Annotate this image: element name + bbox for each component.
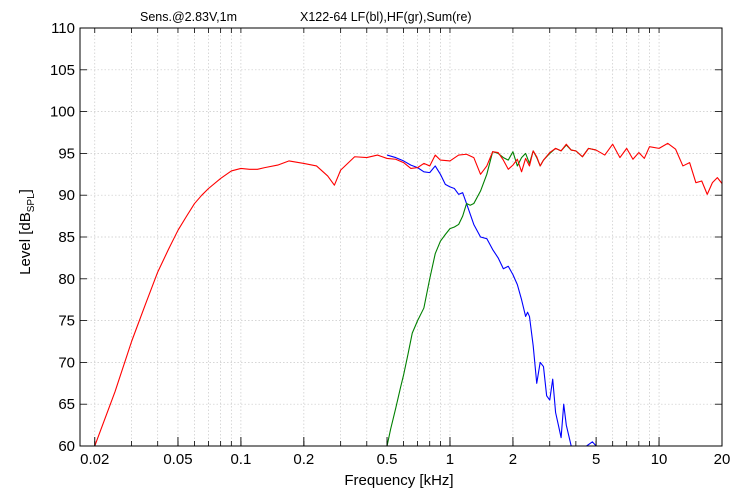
axis-ticks	[80, 27, 723, 447]
x-tick-label: 1	[446, 451, 454, 468]
chart-title-left: Sens.@2.83V,1m	[140, 10, 237, 24]
y-tick-label: 75	[58, 313, 75, 330]
y-axis-label-sub: SPL	[26, 193, 37, 212]
x-tick-label: 20	[714, 451, 731, 468]
x-tick-label: 10	[651, 451, 668, 468]
x-tick-label: 0.05	[163, 451, 192, 468]
x-tick-label: 5	[592, 451, 600, 468]
series-layer	[94, 142, 722, 446]
y-tick-label: 105	[50, 62, 75, 79]
x-axis-label: Frequency [kHz]	[344, 472, 453, 489]
y-axis-label-main: Level [dB	[17, 212, 34, 275]
x-tick-label: 0.1	[230, 451, 251, 468]
y-tick-label: 65	[58, 396, 75, 413]
series-line-lfbl	[386, 154, 597, 446]
series-line-sumre	[94, 142, 722, 446]
chart-title-right: X122-64 LF(bl),HF(gr),Sum(re)	[300, 10, 472, 24]
y-tick-label: 85	[58, 229, 75, 246]
y-tick-label: 100	[50, 104, 75, 121]
y-axis-label-close: ]	[17, 189, 34, 193]
x-tick-label: 2	[509, 451, 517, 468]
y-tick-label: 95	[58, 145, 75, 162]
x-tick-label: 0.02	[80, 451, 109, 468]
x-tick-labels: 0.02 0.05 0.1 0.2 0.5 1 2 5 10 20	[80, 451, 730, 468]
y-tick-label: 110	[51, 20, 75, 37]
x-tick-label: 0.2	[293, 451, 314, 468]
y-tick-label: 80	[58, 271, 75, 288]
y-tick-label: 90	[58, 187, 75, 204]
y-tick-label: 60	[58, 438, 75, 455]
y-axis-label: Level [dBSPL]	[17, 189, 37, 275]
y-tick-label: 70	[58, 354, 75, 371]
y-tick-labels: 60 65 70 75 80 85 90 95 100 105 110	[50, 20, 75, 455]
x-tick-label: 0.5	[377, 451, 398, 468]
